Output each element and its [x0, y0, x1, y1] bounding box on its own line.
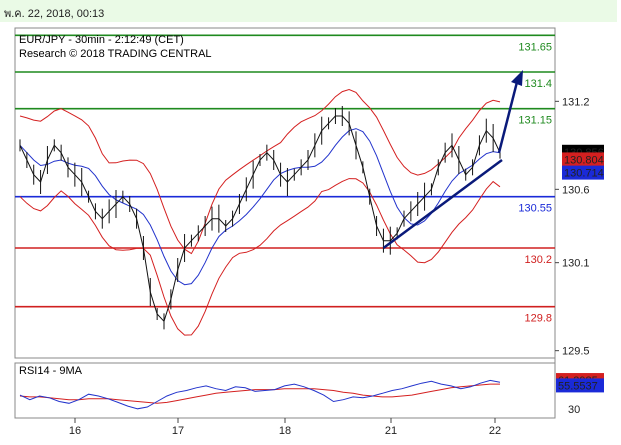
level-label: 131.4 — [524, 78, 552, 90]
rsi-series — [19, 379, 501, 410]
price-tick-label: 131.2 — [562, 96, 590, 108]
x-tick-label: 21 — [385, 425, 397, 437]
x-tick-label: 22 — [489, 425, 501, 437]
upper-band-label: 130.804 — [564, 154, 604, 166]
level-label: 131.65 — [518, 41, 552, 53]
level-label: 130.55 — [518, 203, 552, 215]
lower-band-line — [19, 178, 501, 336]
target-arrow-line — [497, 81, 519, 153]
chart-subtitle: Research © 2018 TRADING CENTRAL — [19, 48, 212, 60]
level-label: 130.2 — [524, 254, 552, 266]
rsi-ma-line — [19, 383, 500, 404]
x-tick-label: 16 — [69, 425, 81, 437]
x-tick-label: 18 — [279, 425, 291, 437]
moving-average-label: 130.714 — [564, 168, 604, 180]
price-tick-label: 129.5 — [562, 346, 590, 358]
chart-title: EUR/JPY - 30min - 2:12:49 (CET) — [19, 34, 184, 46]
price-tick-label: 130.1 — [562, 258, 590, 270]
x-tick-label: 17 — [172, 425, 184, 437]
level-label: 129.8 — [524, 313, 552, 325]
chart-date: พ.ค. 22, 2018, 00:13 — [4, 8, 105, 20]
level-label: 131.15 — [518, 115, 552, 127]
rsi-last-box — [556, 378, 604, 393]
axes: 131.2130.6130.1129.5130.856130.804130.71… — [69, 96, 604, 437]
date-bar: พ.ค. 22, 2018, 00:13 — [0, 0, 617, 22]
upper-band-box — [562, 152, 604, 167]
price-series — [19, 106, 501, 330]
rsi-tick-label: 30 — [568, 404, 580, 416]
rsi-last-label: 55.5537 — [558, 380, 598, 392]
moving-average-box — [562, 165, 604, 180]
price-line — [19, 115, 501, 323]
support-trendline — [382, 158, 503, 250]
rsi-title: RSI14 - 9MA — [19, 365, 83, 377]
price-panel — [14, 27, 556, 359]
target-arrow-head — [511, 70, 523, 86]
moving-average-line — [19, 128, 501, 286]
rsi-line — [19, 379, 501, 410]
price-tick-label: 130.6 — [562, 184, 590, 196]
rsi-panel — [14, 362, 556, 419]
level-lines: 131.65 131.4 131.15 130.55 130.2 129.8 — [15, 34, 555, 325]
annotations — [382, 70, 523, 250]
